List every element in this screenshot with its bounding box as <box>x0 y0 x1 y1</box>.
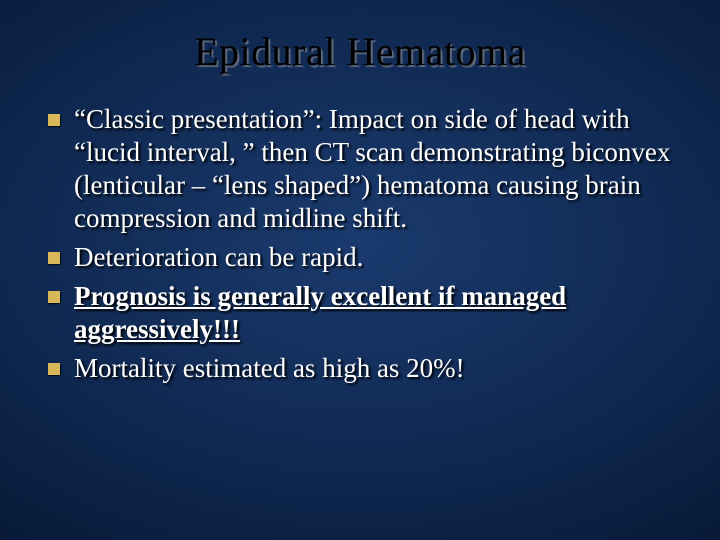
slide: Epidural Hematoma “Classic presentation”… <box>0 0 720 540</box>
slide-title: Epidural Hematoma <box>40 28 680 75</box>
bullet-text: Deterioration can be rapid. <box>74 241 363 274</box>
list-item: “Classic presentation”: Impact on side o… <box>48 103 680 235</box>
bullet-text: Prognosis is generally excellent if mana… <box>74 280 680 346</box>
bullet-text: Mortality estimated as high as 20%! <box>74 352 465 385</box>
list-item: Deterioration can be rapid. <box>48 241 680 274</box>
bullet-text: “Classic presentation”: Impact on side o… <box>74 103 680 235</box>
list-item: Mortality estimated as high as 20%! <box>48 352 680 385</box>
list-item: Prognosis is generally excellent if mana… <box>48 280 680 346</box>
square-bullet-icon <box>48 363 60 375</box>
square-bullet-icon <box>48 291 60 303</box>
square-bullet-icon <box>48 252 60 264</box>
bullet-list: “Classic presentation”: Impact on side o… <box>40 103 680 385</box>
square-bullet-icon <box>48 114 60 126</box>
